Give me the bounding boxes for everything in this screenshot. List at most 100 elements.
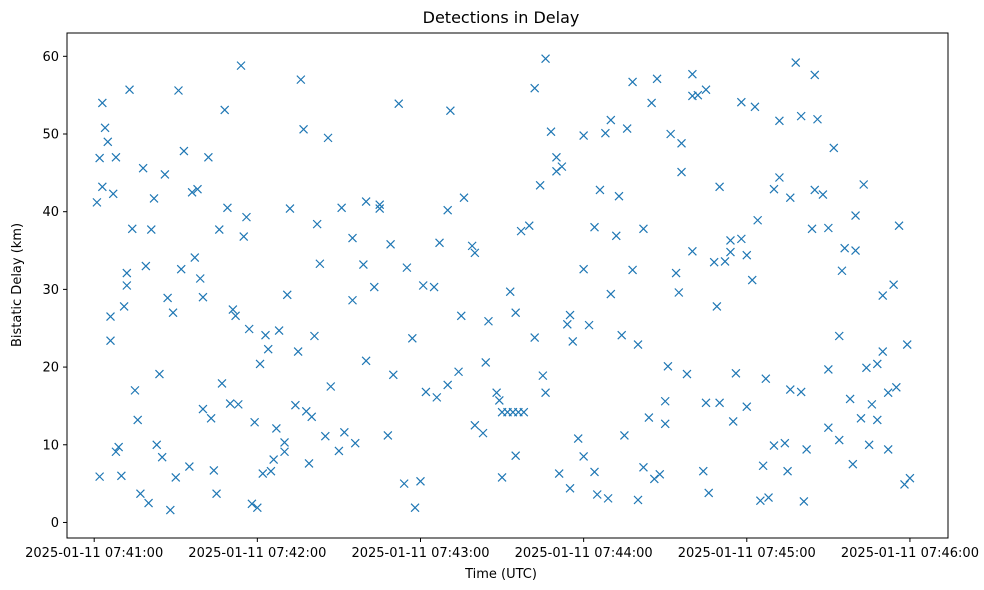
detection-point: [168, 308, 178, 318]
detection-point: [671, 268, 681, 278]
detection-point: [334, 446, 344, 456]
detection-point: [95, 153, 105, 163]
x-tick-label: 2025-01-11 07:45:00: [678, 546, 816, 561]
detection-point: [753, 215, 763, 225]
detection-point: [807, 224, 817, 234]
detection-point: [783, 466, 792, 476]
detection-point: [179, 146, 189, 156]
detection-point: [742, 250, 752, 260]
detection-point: [114, 442, 124, 452]
detection-point: [565, 310, 575, 320]
detection-point: [239, 232, 249, 241]
detection-point: [524, 221, 534, 231]
detection-point: [663, 361, 673, 371]
detection-point: [95, 472, 105, 482]
detection-point: [135, 489, 145, 499]
detection-point: [764, 493, 773, 503]
detection-point: [103, 137, 113, 147]
detection-point: [176, 264, 186, 274]
y-tick-label: 0: [51, 516, 59, 531]
detection-point: [481, 357, 491, 367]
detection-point: [813, 114, 822, 124]
detection-point: [187, 187, 197, 197]
detection-point: [747, 275, 757, 285]
detection-point: [573, 434, 583, 443]
detection-point: [236, 61, 246, 71]
detection-point: [617, 330, 627, 340]
detection-point: [106, 336, 115, 346]
detection-point: [97, 182, 107, 192]
detection-point: [823, 364, 833, 374]
detection-point: [152, 440, 162, 450]
detection-point: [125, 85, 134, 95]
detection-point: [579, 451, 589, 461]
detection-point: [116, 471, 126, 481]
detection-point: [304, 458, 314, 468]
detection-point: [456, 311, 466, 321]
detection-point: [122, 268, 132, 278]
detection-point: [242, 212, 251, 222]
detection-point: [350, 438, 360, 448]
detection-point: [369, 282, 379, 292]
detection-point: [660, 396, 670, 406]
detection-point: [326, 382, 336, 391]
detection-point: [315, 259, 325, 269]
detection-point: [780, 438, 790, 448]
detection-point: [902, 340, 912, 349]
detection-point: [247, 499, 257, 509]
detection-point: [258, 469, 268, 478]
detection-point: [774, 116, 784, 126]
detection-point: [92, 197, 102, 207]
plot-frame: [66, 32, 949, 539]
detection-point: [823, 223, 833, 233]
y-tick-label: 60: [42, 50, 59, 65]
detection-point: [541, 54, 550, 64]
detection-point: [568, 337, 578, 346]
x-tick-label: 2025-01-11 07:43:00: [351, 546, 489, 561]
detection-point: [198, 404, 208, 414]
detection-point: [320, 431, 330, 441]
detection-point: [565, 483, 575, 493]
detection-point: [660, 419, 670, 429]
detection-point: [562, 319, 572, 329]
detection-point: [375, 204, 385, 214]
detection-point: [701, 398, 711, 408]
detection-point: [410, 503, 420, 513]
detection-point: [785, 193, 795, 203]
detection-point: [361, 197, 371, 207]
detection-point: [160, 169, 170, 179]
detection-point: [606, 289, 616, 299]
detection-point: [590, 222, 599, 232]
detection-point: [429, 282, 439, 292]
detection-point: [862, 363, 871, 373]
detection-point: [698, 466, 708, 476]
detection-point: [209, 465, 219, 475]
detection-point: [785, 385, 795, 395]
detection-point: [851, 211, 860, 221]
detection-point: [443, 380, 453, 390]
detection-point: [579, 264, 589, 274]
y-axis-label: Bistatic Delay (km): [10, 223, 25, 347]
detection-point: [220, 105, 230, 115]
detection-point: [837, 266, 847, 276]
detection-point: [223, 203, 232, 213]
detection-point: [687, 246, 697, 256]
detection-point: [263, 344, 273, 354]
detection-point: [130, 385, 140, 395]
detection-point: [731, 368, 741, 378]
detection-point: [726, 247, 735, 257]
detection-point: [274, 326, 284, 335]
detection-point: [198, 292, 208, 302]
detection-point: [361, 356, 371, 366]
detection-point: [720, 256, 730, 266]
detection-point: [388, 370, 398, 380]
detection-point: [231, 311, 241, 321]
detection-point: [399, 479, 409, 489]
detection-point: [155, 369, 164, 379]
detection-point: [193, 184, 202, 194]
detection-point: [478, 428, 488, 438]
detection-point: [859, 180, 869, 189]
detection-point: [883, 445, 893, 454]
detection-point: [622, 124, 632, 133]
